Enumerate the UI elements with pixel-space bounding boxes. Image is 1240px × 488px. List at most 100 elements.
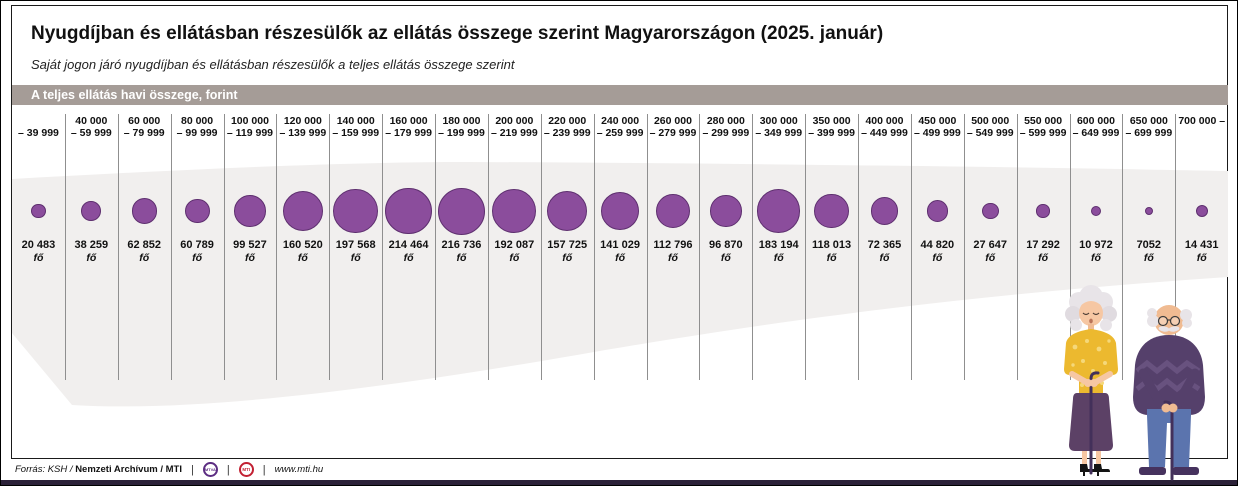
unit-label: fő (244, 252, 255, 264)
count-label: 99 527 (233, 239, 267, 251)
page-subtitle: Saját jogon járó nyugdíjban és ellátásba… (31, 57, 515, 72)
unit-label: fő (297, 252, 308, 264)
category-column: 550 000– 599 999 17 292 fő (1016, 105, 1070, 458)
category-column: 120 000– 139 999 160 520 fő (276, 105, 329, 458)
bubble-cell (805, 185, 858, 237)
bubble-cell (382, 185, 435, 237)
bubble-cell (1017, 185, 1070, 237)
data-bubble (1195, 204, 1208, 218)
data-bubble (31, 203, 46, 219)
range-label: 400 000– 449 999 (861, 115, 908, 139)
column-divider (223, 114, 225, 380)
category-column: 260 000– 279 999 112 796 fő (646, 105, 700, 458)
data-bubble (926, 200, 948, 222)
range-label: 60 000– 79 999 (123, 115, 165, 139)
unit-label: fő (403, 252, 414, 264)
bubble-cell (647, 185, 700, 237)
range-label: 180 000– 199 999 (438, 115, 485, 139)
category-column: 220 000– 239 999 157 725 fő (540, 105, 594, 458)
range-label: 280 000– 299 999 (702, 115, 750, 139)
grandma-figure (1064, 285, 1118, 476)
column-divider (646, 114, 648, 380)
unit-label: fő (720, 252, 731, 264)
column-divider (752, 114, 754, 380)
data-bubble (601, 192, 640, 230)
footer-divider: | (262, 463, 266, 476)
data-bubble (385, 187, 432, 235)
bubble-cell (224, 185, 277, 237)
column-divider (858, 114, 859, 380)
bubble-cell (65, 185, 118, 237)
source-prefix: Forrás: KSH / (15, 464, 73, 475)
bubble-cell (118, 185, 171, 237)
unit-label: fő (192, 252, 203, 264)
category-column: 240 000– 259 999 141 029 fő (593, 105, 647, 458)
category-column: 160 000– 179 999 214 464 fő (382, 105, 435, 458)
category-column: 80 000– 99 999 60 789 fő (170, 105, 224, 458)
category-column: 700 000 – 14 431 fő (1175, 105, 1228, 458)
column-divider (593, 114, 595, 380)
footer-url: www.mti.hu (274, 464, 324, 475)
data-bubble (492, 188, 537, 234)
range-label: 240 000– 259 999 (596, 115, 644, 139)
column-divider (382, 114, 384, 380)
range-label: 300 000– 349 999 (755, 115, 803, 139)
count-label: 112 796 (653, 239, 693, 251)
bubble-cell (12, 185, 65, 237)
column-divider (329, 114, 331, 380)
count-label: 14 431 (1184, 239, 1219, 251)
bubble-cell (699, 185, 752, 237)
column-divider (117, 114, 119, 380)
unit-label: fő (509, 252, 520, 264)
unit-label: fő (1038, 252, 1049, 264)
data-bubble (655, 194, 690, 228)
unit-label: fő (33, 252, 44, 264)
category-column: 200 000– 219 999 192 087 fő (487, 105, 541, 458)
bubble-cell (594, 185, 647, 237)
count-label: 17 292 (1026, 239, 1060, 251)
range-label: 200 000– 219 999 (490, 115, 538, 139)
count-label: 96 870 (708, 239, 743, 251)
category-column: 60 000– 79 999 62 852 fő (117, 105, 171, 458)
category-column: 40 000– 59 999 38 259 fő (64, 105, 118, 458)
grandpa-figure (1133, 305, 1205, 481)
source-bold: Nemzeti Archívum / MTI (75, 464, 182, 475)
bottom-accent-bar (1, 480, 1237, 485)
bubble-cell (1070, 185, 1123, 237)
category-column: 400 000– 449 999 72 365 fő (858, 105, 911, 458)
bubble-cell (435, 185, 488, 237)
column-divider (910, 114, 912, 380)
data-bubble (814, 193, 849, 229)
bubble-cell (1122, 185, 1175, 237)
count-label: 7052 (1136, 239, 1162, 251)
count-label: 197 568 (335, 239, 376, 251)
bubble-cell (171, 185, 224, 237)
footer-divider: | (226, 463, 230, 476)
column-divider (435, 114, 436, 380)
column-divider (963, 114, 965, 380)
data-bubble (437, 187, 485, 235)
count-label: 141 029 (600, 239, 640, 251)
data-bubble (870, 197, 899, 225)
bubble-cell (964, 185, 1017, 237)
unit-label: fő (1143, 252, 1154, 264)
count-label: 216 736 (441, 239, 482, 251)
data-bubble (333, 188, 379, 234)
bubble-cell (276, 185, 329, 237)
column-divider (276, 114, 278, 380)
unit-label: fő (350, 252, 361, 264)
count-label: 44 820 (920, 239, 955, 251)
bubble-cell (488, 185, 541, 237)
data-bubble (282, 190, 324, 232)
category-column: 280 000– 299 999 96 870 fő (699, 105, 752, 458)
unit-label: fő (1196, 252, 1207, 264)
unit-label: fő (667, 252, 678, 264)
range-label: 140 000– 159 999 (332, 115, 380, 139)
bubble-cell (329, 185, 382, 237)
range-label: 120 000– 139 999 (279, 115, 327, 139)
column-divider (805, 114, 807, 380)
mtva-logo-icon: MTVA (202, 462, 218, 477)
column-divider (540, 114, 542, 380)
data-bubble (81, 201, 102, 221)
